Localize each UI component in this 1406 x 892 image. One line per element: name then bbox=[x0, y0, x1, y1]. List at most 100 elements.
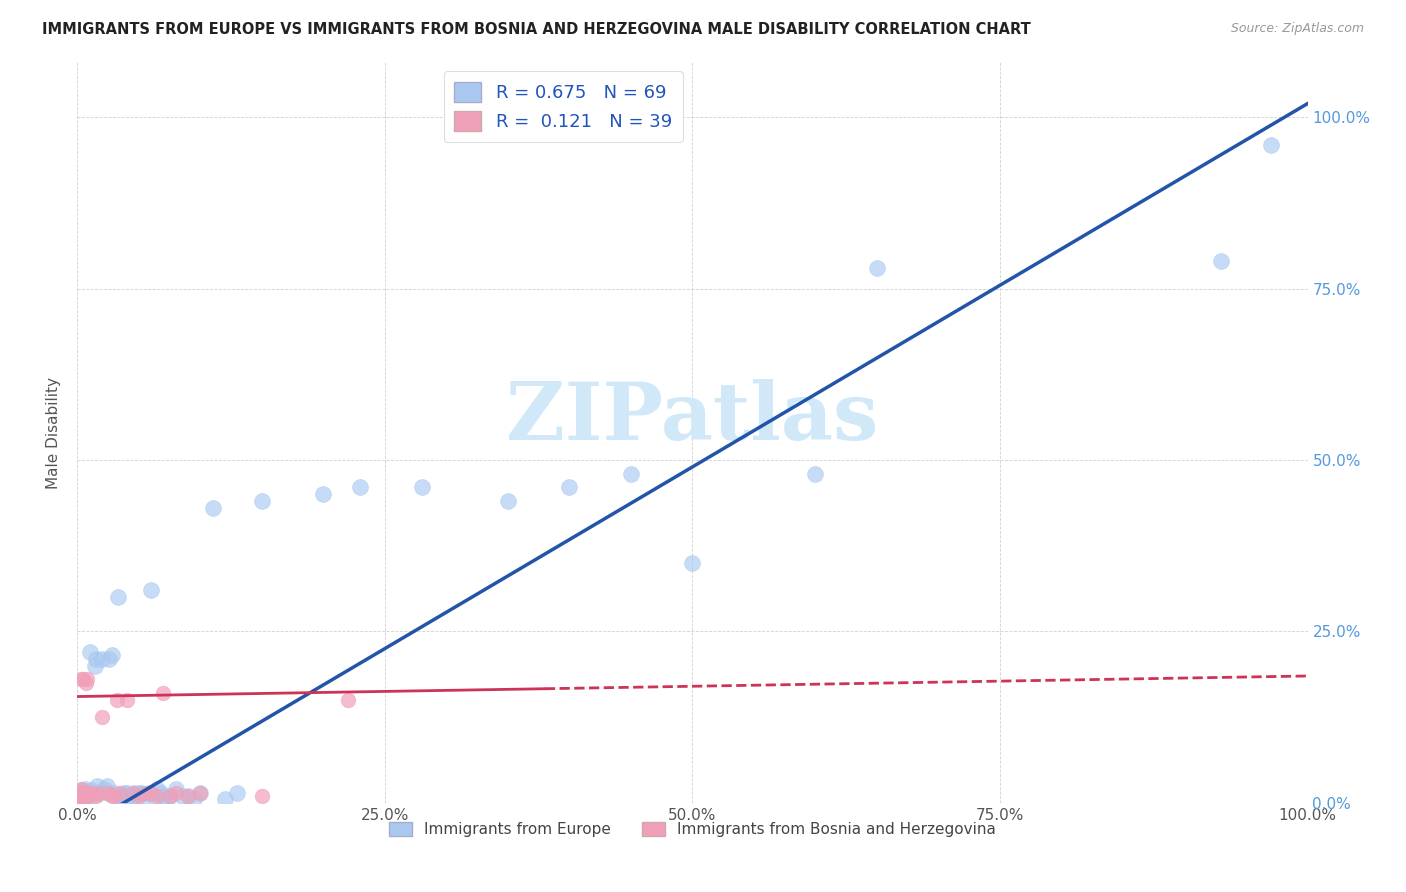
Point bbox=[84, 652, 107, 666]
Text: Source: ZipAtlas.com: Source: ZipAtlas.com bbox=[1230, 22, 1364, 36]
Point bbox=[67, 789, 90, 803]
Point bbox=[620, 467, 643, 481]
Point bbox=[250, 494, 273, 508]
Point bbox=[72, 789, 94, 803]
Point bbox=[152, 789, 174, 803]
Point bbox=[146, 789, 169, 803]
Point bbox=[79, 785, 101, 799]
Point bbox=[101, 648, 124, 663]
Point bbox=[69, 785, 91, 799]
Point bbox=[105, 693, 128, 707]
Point bbox=[70, 782, 93, 797]
Point bbox=[138, 785, 160, 799]
Point bbox=[77, 789, 100, 803]
Point bbox=[70, 788, 93, 802]
Legend: Immigrants from Europe, Immigrants from Bosnia and Herzegovina: Immigrants from Europe, Immigrants from … bbox=[382, 815, 1002, 843]
Point bbox=[155, 792, 177, 806]
Point bbox=[349, 480, 371, 494]
Point bbox=[226, 785, 249, 799]
Point bbox=[73, 782, 96, 797]
Point bbox=[115, 693, 138, 707]
Point bbox=[70, 783, 93, 797]
Point bbox=[141, 785, 163, 799]
Point bbox=[72, 673, 94, 687]
Point bbox=[80, 783, 103, 797]
Point bbox=[804, 467, 827, 481]
Point bbox=[90, 710, 114, 724]
Point bbox=[165, 782, 187, 797]
Point bbox=[70, 673, 93, 687]
Point bbox=[111, 789, 132, 803]
Point bbox=[73, 785, 96, 799]
Point bbox=[67, 789, 90, 803]
Text: IMMIGRANTS FROM EUROPE VS IMMIGRANTS FROM BOSNIA AND HERZEGOVINA MALE DISABILITY: IMMIGRANTS FROM EUROPE VS IMMIGRANTS FRO… bbox=[42, 22, 1031, 37]
Point bbox=[96, 779, 118, 793]
Point bbox=[86, 779, 108, 793]
Point bbox=[89, 785, 111, 799]
Point bbox=[183, 792, 205, 806]
Point bbox=[89, 785, 111, 799]
Point bbox=[150, 785, 173, 799]
Point bbox=[312, 487, 335, 501]
Point bbox=[170, 789, 193, 803]
Point bbox=[129, 785, 153, 799]
Y-axis label: Male Disability: Male Disability bbox=[46, 376, 62, 489]
Point bbox=[76, 673, 98, 687]
Point bbox=[118, 790, 141, 805]
Point bbox=[134, 789, 156, 803]
Point bbox=[101, 789, 124, 803]
Point bbox=[152, 686, 174, 700]
Point bbox=[69, 790, 91, 805]
Point bbox=[177, 789, 200, 803]
Point bbox=[97, 785, 120, 799]
Point bbox=[682, 556, 704, 570]
Point bbox=[75, 676, 97, 690]
Point bbox=[188, 785, 212, 799]
Point bbox=[496, 494, 519, 508]
Point bbox=[115, 785, 138, 799]
Point bbox=[128, 789, 150, 803]
Point bbox=[69, 785, 91, 799]
Point bbox=[84, 789, 107, 803]
Point bbox=[141, 583, 163, 598]
Point bbox=[110, 789, 132, 803]
Point bbox=[188, 785, 212, 799]
Point bbox=[1260, 137, 1282, 152]
Point bbox=[103, 789, 125, 803]
Point bbox=[250, 789, 273, 803]
Point bbox=[146, 782, 169, 797]
Point bbox=[866, 261, 889, 276]
Point bbox=[558, 480, 581, 494]
Point bbox=[70, 785, 93, 799]
Point bbox=[69, 789, 91, 803]
Point bbox=[77, 785, 100, 799]
Point bbox=[125, 789, 148, 803]
Point bbox=[128, 785, 150, 799]
Point bbox=[98, 652, 121, 666]
Point bbox=[134, 785, 156, 799]
Point bbox=[107, 590, 129, 604]
Point bbox=[110, 785, 132, 799]
Point bbox=[73, 789, 96, 803]
Point bbox=[214, 792, 236, 806]
Point bbox=[337, 693, 360, 707]
Point bbox=[142, 789, 165, 803]
Point bbox=[97, 785, 120, 799]
Point bbox=[411, 480, 433, 494]
Point bbox=[177, 789, 200, 803]
Point bbox=[1211, 254, 1233, 268]
Point bbox=[82, 789, 104, 803]
Point bbox=[72, 785, 94, 799]
Point bbox=[75, 790, 97, 805]
Point bbox=[201, 501, 224, 516]
Point bbox=[67, 792, 90, 806]
Text: ZIPatlas: ZIPatlas bbox=[506, 379, 879, 457]
Point bbox=[112, 785, 135, 799]
Point bbox=[90, 652, 114, 666]
Point bbox=[121, 785, 143, 799]
Point bbox=[76, 788, 98, 802]
Point bbox=[72, 789, 94, 803]
Point bbox=[165, 785, 187, 799]
Point bbox=[70, 789, 93, 803]
Point bbox=[82, 785, 104, 799]
